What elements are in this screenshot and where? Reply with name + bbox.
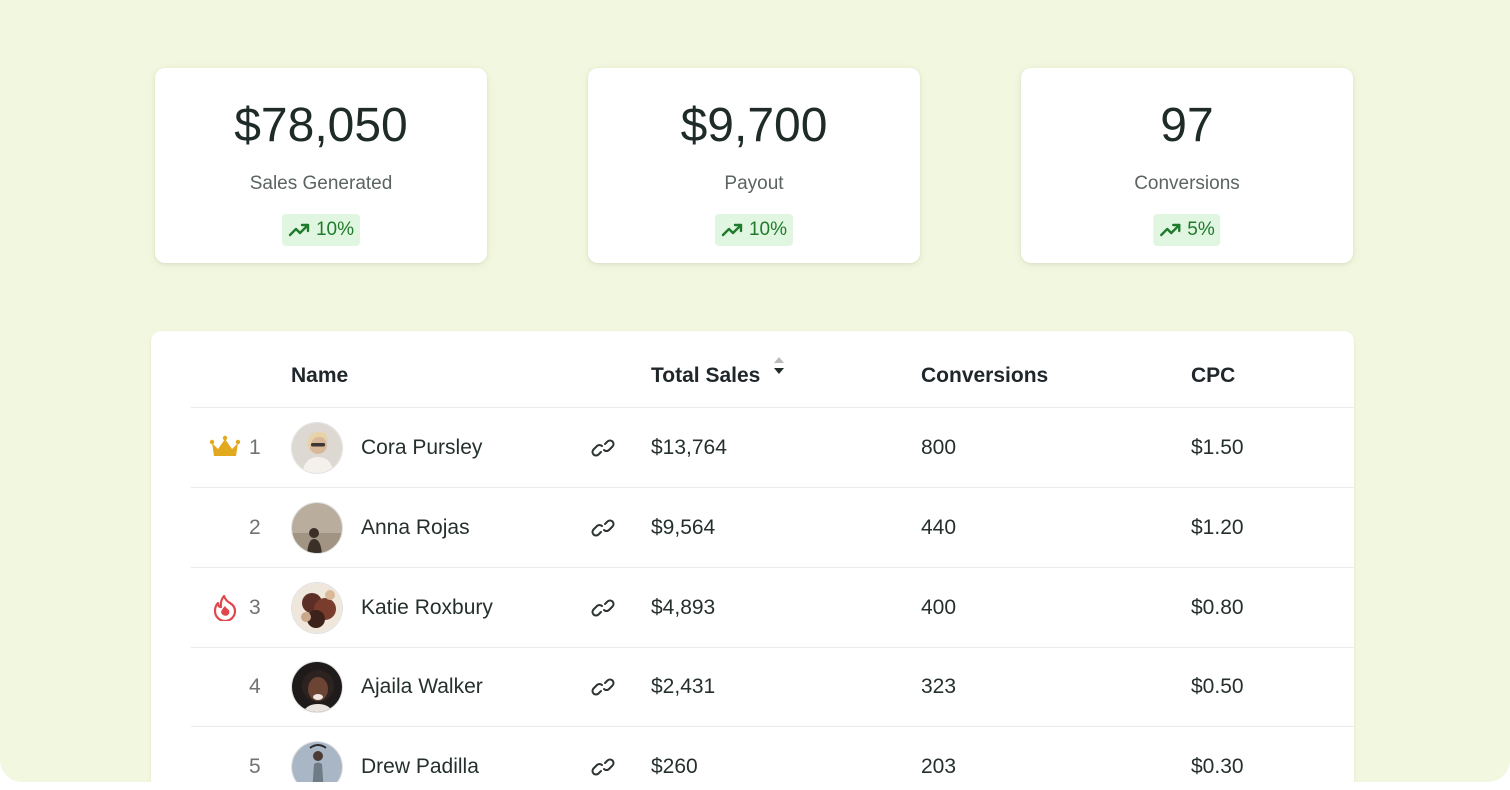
fire-icon — [208, 594, 242, 623]
cpc-value: $0.80 — [1191, 596, 1244, 619]
column-header-total-sales-label: Total Sales — [651, 364, 761, 387]
total-sales-value: $260 — [651, 755, 698, 778]
sort-icon[interactable] — [772, 327, 786, 417]
user-name: Drew Padilla — [361, 755, 479, 778]
avatar — [291, 582, 343, 634]
link-icon[interactable] — [591, 676, 615, 698]
stat-label: Sales Generated — [249, 173, 393, 194]
avatar — [291, 661, 343, 713]
table-row[interactable]: 2 Anna Rojas $9,564 440 $1.20 — [191, 488, 1354, 568]
trending-up-icon — [288, 222, 312, 238]
conversions-value: 323 — [921, 675, 957, 698]
user-name: Cora Pursley — [361, 436, 483, 459]
trending-up-icon — [1159, 222, 1183, 238]
stat-value: $78,050 — [234, 99, 408, 152]
stat-value: $9,700 — [680, 99, 828, 152]
total-sales-value: $2,431 — [651, 675, 716, 698]
stat-card-sales-generated: $78,050 Sales Generated 10% — [155, 68, 487, 263]
user-name: Anna Rojas — [361, 516, 470, 539]
trend-badge: 10% — [714, 214, 794, 246]
rank-number: 4 — [249, 675, 261, 698]
table-row[interactable]: 5 Drew Padilla $260 203 $0.30 — [191, 727, 1354, 782]
link-icon[interactable] — [591, 597, 615, 619]
leaderboard-table: Name Total Sales Conversions CPC 1 Cora … — [151, 331, 1354, 782]
cpc-value: $1.50 — [1191, 436, 1244, 459]
trend-value: 10% — [315, 219, 355, 240]
column-header-name: Name — [291, 364, 349, 387]
stat-value: 97 — [1160, 99, 1214, 152]
rank-number: 1 — [249, 436, 261, 459]
conversions-value: 203 — [921, 755, 957, 778]
rank-number: 2 — [249, 516, 261, 539]
user-name: Katie Roxbury — [361, 596, 493, 619]
stat-card-payout: $9,700 Payout 10% — [588, 68, 920, 263]
cpc-value: $0.30 — [1191, 755, 1244, 778]
column-header-cpc: CPC — [1191, 364, 1236, 387]
link-icon[interactable] — [591, 756, 615, 778]
rank-number: 5 — [249, 755, 261, 778]
stat-label: Payout — [724, 173, 784, 194]
trend-badge: 5% — [1153, 214, 1221, 246]
column-header-total-sales[interactable]: Total Sales — [651, 331, 786, 407]
total-sales-value: $13,764 — [651, 436, 727, 459]
link-icon[interactable] — [591, 517, 615, 539]
crown-icon — [208, 435, 242, 461]
avatar — [291, 741, 343, 782]
table-row[interactable]: 4 Ajaila Walker $2,431 323 $0.50 — [191, 647, 1354, 727]
conversions-value: 800 — [921, 436, 957, 459]
stat-label: Conversions — [1134, 173, 1240, 194]
total-sales-value: $4,893 — [651, 596, 716, 619]
conversions-value: 400 — [921, 596, 957, 619]
table-row[interactable]: 3 Katie Roxbury $4,893 400 $0.80 — [191, 568, 1354, 648]
column-header-conversions: Conversions — [921, 364, 1049, 387]
trend-badge: 10% — [281, 214, 361, 246]
table-header: Name Total Sales Conversions CPC — [191, 331, 1354, 408]
trending-up-icon — [721, 222, 745, 238]
table-row[interactable]: 1 Cora Pursley $13,764 800 $1.50 — [191, 408, 1354, 488]
cpc-value: $1.20 — [1191, 516, 1244, 539]
trend-value: 5% — [1187, 219, 1215, 240]
link-icon[interactable] — [591, 437, 615, 459]
trend-value: 10% — [748, 219, 788, 240]
user-name: Ajaila Walker — [361, 675, 483, 698]
stat-card-conversions: 97 Conversions 5% — [1021, 68, 1353, 263]
avatar — [291, 422, 343, 474]
cpc-value: $0.50 — [1191, 675, 1244, 698]
avatar — [291, 502, 343, 554]
conversions-value: 440 — [921, 516, 957, 539]
rank-number: 3 — [249, 596, 261, 619]
total-sales-value: $9,564 — [651, 516, 716, 539]
